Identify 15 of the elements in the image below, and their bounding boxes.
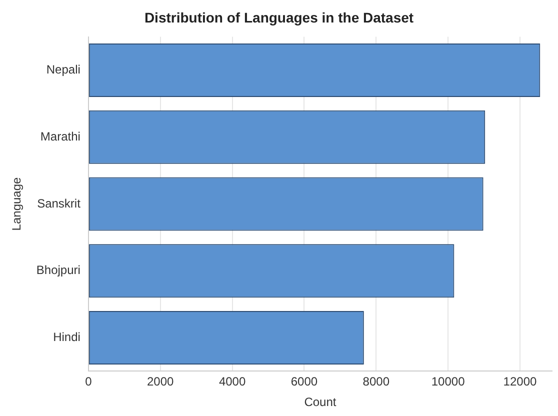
x-tick-label: 6000 xyxy=(290,374,318,389)
y-tick-label: Marathi xyxy=(40,129,80,144)
y-tick-label: Nepali xyxy=(46,62,80,77)
x-tick-label: 4000 xyxy=(218,374,246,389)
x-axis-title: Count xyxy=(304,395,337,410)
y-axis-title: Language xyxy=(10,176,24,231)
x-tick-label: 0 xyxy=(85,374,92,389)
x-tick-label: 2000 xyxy=(147,374,174,389)
x-tick-label: 10000 xyxy=(431,374,466,389)
chart-title: Distribution of Languages in the Dataset xyxy=(144,9,414,26)
x-tick-label: 12000 xyxy=(503,374,537,389)
y-tick-label: Bhojpuri xyxy=(36,263,80,278)
y-tick-label: Hindi xyxy=(53,330,80,344)
y-tick-label: Sanskrit xyxy=(37,196,82,210)
x-tick-label: 8000 xyxy=(362,374,390,389)
